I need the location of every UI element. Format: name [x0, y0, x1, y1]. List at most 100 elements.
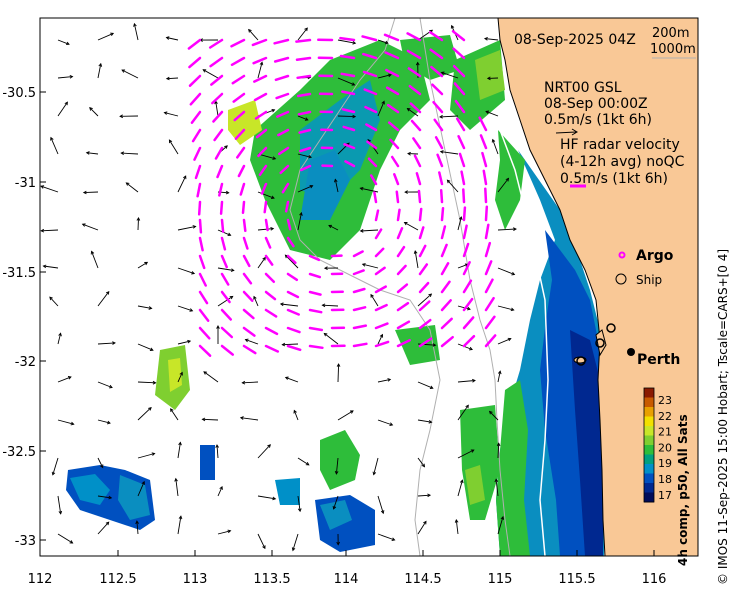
- model-vector-head: [110, 32, 115, 36]
- radar-vector: [484, 315, 496, 330]
- radar-vector: [429, 31, 444, 42]
- colorbar-tick-label: 18: [658, 473, 672, 486]
- model-vector-head: [40, 228, 45, 233]
- model-vector: [362, 263, 379, 269]
- model-vector: [137, 343, 154, 351]
- x-tick-label: 113: [183, 572, 208, 587]
- model-vector-head: [165, 76, 170, 81]
- model-vector: [497, 228, 517, 231]
- colorbar-segment: [644, 464, 654, 474]
- colorbar-segment: [644, 407, 654, 417]
- model-vector-head: [136, 216, 141, 221]
- radar-vector: [190, 110, 202, 124]
- model-vector: [215, 101, 219, 117]
- radar-vector: [342, 125, 356, 132]
- radar-vector: [210, 74, 224, 86]
- model-vector-head: [279, 302, 284, 307]
- model-vector-head: [144, 261, 149, 266]
- radar-vector: [374, 228, 383, 240]
- model-vector-head: [99, 464, 104, 469]
- model-vector-head: [174, 477, 178, 482]
- y-tick-label: -33: [15, 534, 36, 549]
- radar-vector: [213, 128, 224, 142]
- copyright-notice: © IMOS 11-Sep-2025 15:00 Hobart; Tscale=…: [716, 248, 730, 585]
- model-vector-head: [241, 380, 246, 385]
- model-vector: [497, 267, 515, 275]
- argo-marker-icon: [618, 251, 626, 259]
- model-vector-head: [359, 186, 364, 191]
- radar-legend-title: HF radar velocity: [560, 137, 680, 153]
- radar-vector: [218, 182, 224, 197]
- colorbar-tick-label: 21: [658, 426, 672, 439]
- model-vector-head: [500, 515, 505, 520]
- radar-vector: [242, 254, 251, 268]
- y-axis: -30.5 -31 -31.5 -32 -32.5 -33: [2, 86, 46, 549]
- radar-vector: [418, 337, 433, 348]
- model-vector: [337, 39, 356, 44]
- model-vector-head: [403, 222, 408, 226]
- radar-vector: [239, 182, 246, 196]
- model-vector-head: [191, 271, 196, 275]
- radar-vector: [484, 205, 489, 222]
- model-vector-head: [112, 341, 116, 345]
- colorbar-tick-label: 20: [658, 441, 672, 454]
- radar-vector: [478, 116, 488, 132]
- model-vector: [417, 521, 427, 535]
- radar-vector: [191, 128, 202, 143]
- radar-vector: [220, 308, 233, 321]
- model-vector-head: [230, 268, 235, 272]
- model-vector-head: [359, 229, 364, 233]
- model-vector-head: [406, 107, 411, 112]
- radar-vector: [211, 92, 224, 105]
- model-vector: [322, 304, 339, 307]
- model-vector-head: [81, 223, 86, 227]
- model-vector-head: [203, 371, 208, 375]
- radar-vector: [395, 190, 400, 204]
- model-vector: [97, 342, 116, 345]
- model-vector: [337, 77, 355, 86]
- radar-vector: [198, 326, 211, 340]
- colorbar-tick-label: 23: [658, 394, 672, 407]
- radar-vector: [276, 110, 290, 118]
- model-vector: [97, 521, 110, 535]
- model-vector-head: [507, 337, 512, 342]
- model-vector: [217, 229, 231, 236]
- model-vector-head: [121, 69, 126, 73]
- radar-vector: [374, 247, 385, 258]
- model-vector: [121, 152, 139, 155]
- model-vector: [497, 178, 509, 193]
- model-vector: [202, 418, 219, 421]
- model-vector: [337, 410, 354, 421]
- radar-vector: [440, 262, 450, 276]
- radar-vector: [187, 38, 202, 50]
- model-vector-head: [483, 36, 488, 41]
- model-vector: [377, 378, 391, 383]
- model-vector-head: [165, 36, 170, 40]
- model-vector: [297, 185, 313, 193]
- model-vector-head: [90, 250, 95, 255]
- y-tick-label: -32.5: [2, 445, 36, 460]
- model-vector-head: [293, 409, 297, 414]
- radar-vector: [412, 137, 422, 150]
- model-vector-head: [299, 211, 303, 216]
- radar-vector: [198, 308, 210, 322]
- radar-vector: [286, 308, 300, 316]
- model-vector-head: [472, 378, 476, 383]
- model-vector: [82, 223, 99, 231]
- model-vector: [297, 27, 308, 41]
- model-vector: [97, 291, 110, 307]
- plot-frame: [39, 17, 699, 557]
- radar-vector: [396, 227, 404, 240]
- model-vector: [137, 381, 156, 384]
- model-vector-head: [429, 385, 434, 389]
- colorbar-segment: [644, 388, 654, 398]
- model-vector-head: [459, 479, 464, 484]
- model-vector: [52, 457, 59, 475]
- model-vector-head: [470, 449, 475, 453]
- model-vector-head: [381, 100, 385, 105]
- model-vector: [177, 305, 193, 312]
- model-vector: [57, 39, 70, 45]
- y-tick-label: -32: [15, 355, 36, 370]
- model-vector-head: [404, 190, 408, 194]
